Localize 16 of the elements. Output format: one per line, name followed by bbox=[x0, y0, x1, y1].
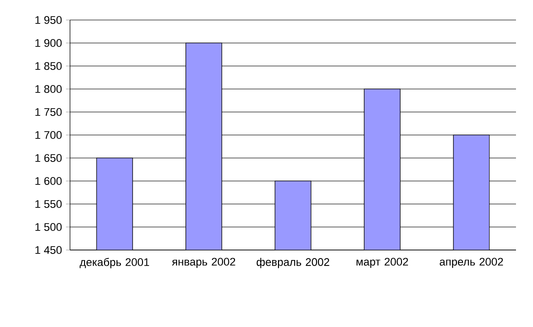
x-tick-label: апрель 2002 bbox=[440, 258, 503, 268]
y-tick-label: 1 450 bbox=[35, 246, 62, 254]
y-tick-label: 1 700 bbox=[35, 131, 62, 139]
y-tick-label: 1 900 bbox=[35, 39, 62, 47]
x-tick-label: январь 2002 bbox=[172, 258, 236, 268]
y-tick-label: 1 500 bbox=[35, 223, 62, 231]
y-tick-label: 1 950 bbox=[35, 16, 62, 24]
y-tick-label: 1 850 bbox=[35, 62, 62, 70]
x-tick-label: декабрь 2001 bbox=[80, 258, 150, 268]
y-tick-label: 1 800 bbox=[35, 85, 62, 93]
y-tick-label: 1 550 bbox=[35, 200, 62, 208]
y-tick-label: 1 750 bbox=[35, 108, 62, 116]
x-tick-label: март 2002 bbox=[356, 258, 408, 268]
y-tick-label: 1 600 bbox=[35, 177, 62, 185]
x-tick-label: февраль 2002 bbox=[256, 258, 330, 268]
y-tick-label: 1 650 bbox=[35, 154, 62, 162]
